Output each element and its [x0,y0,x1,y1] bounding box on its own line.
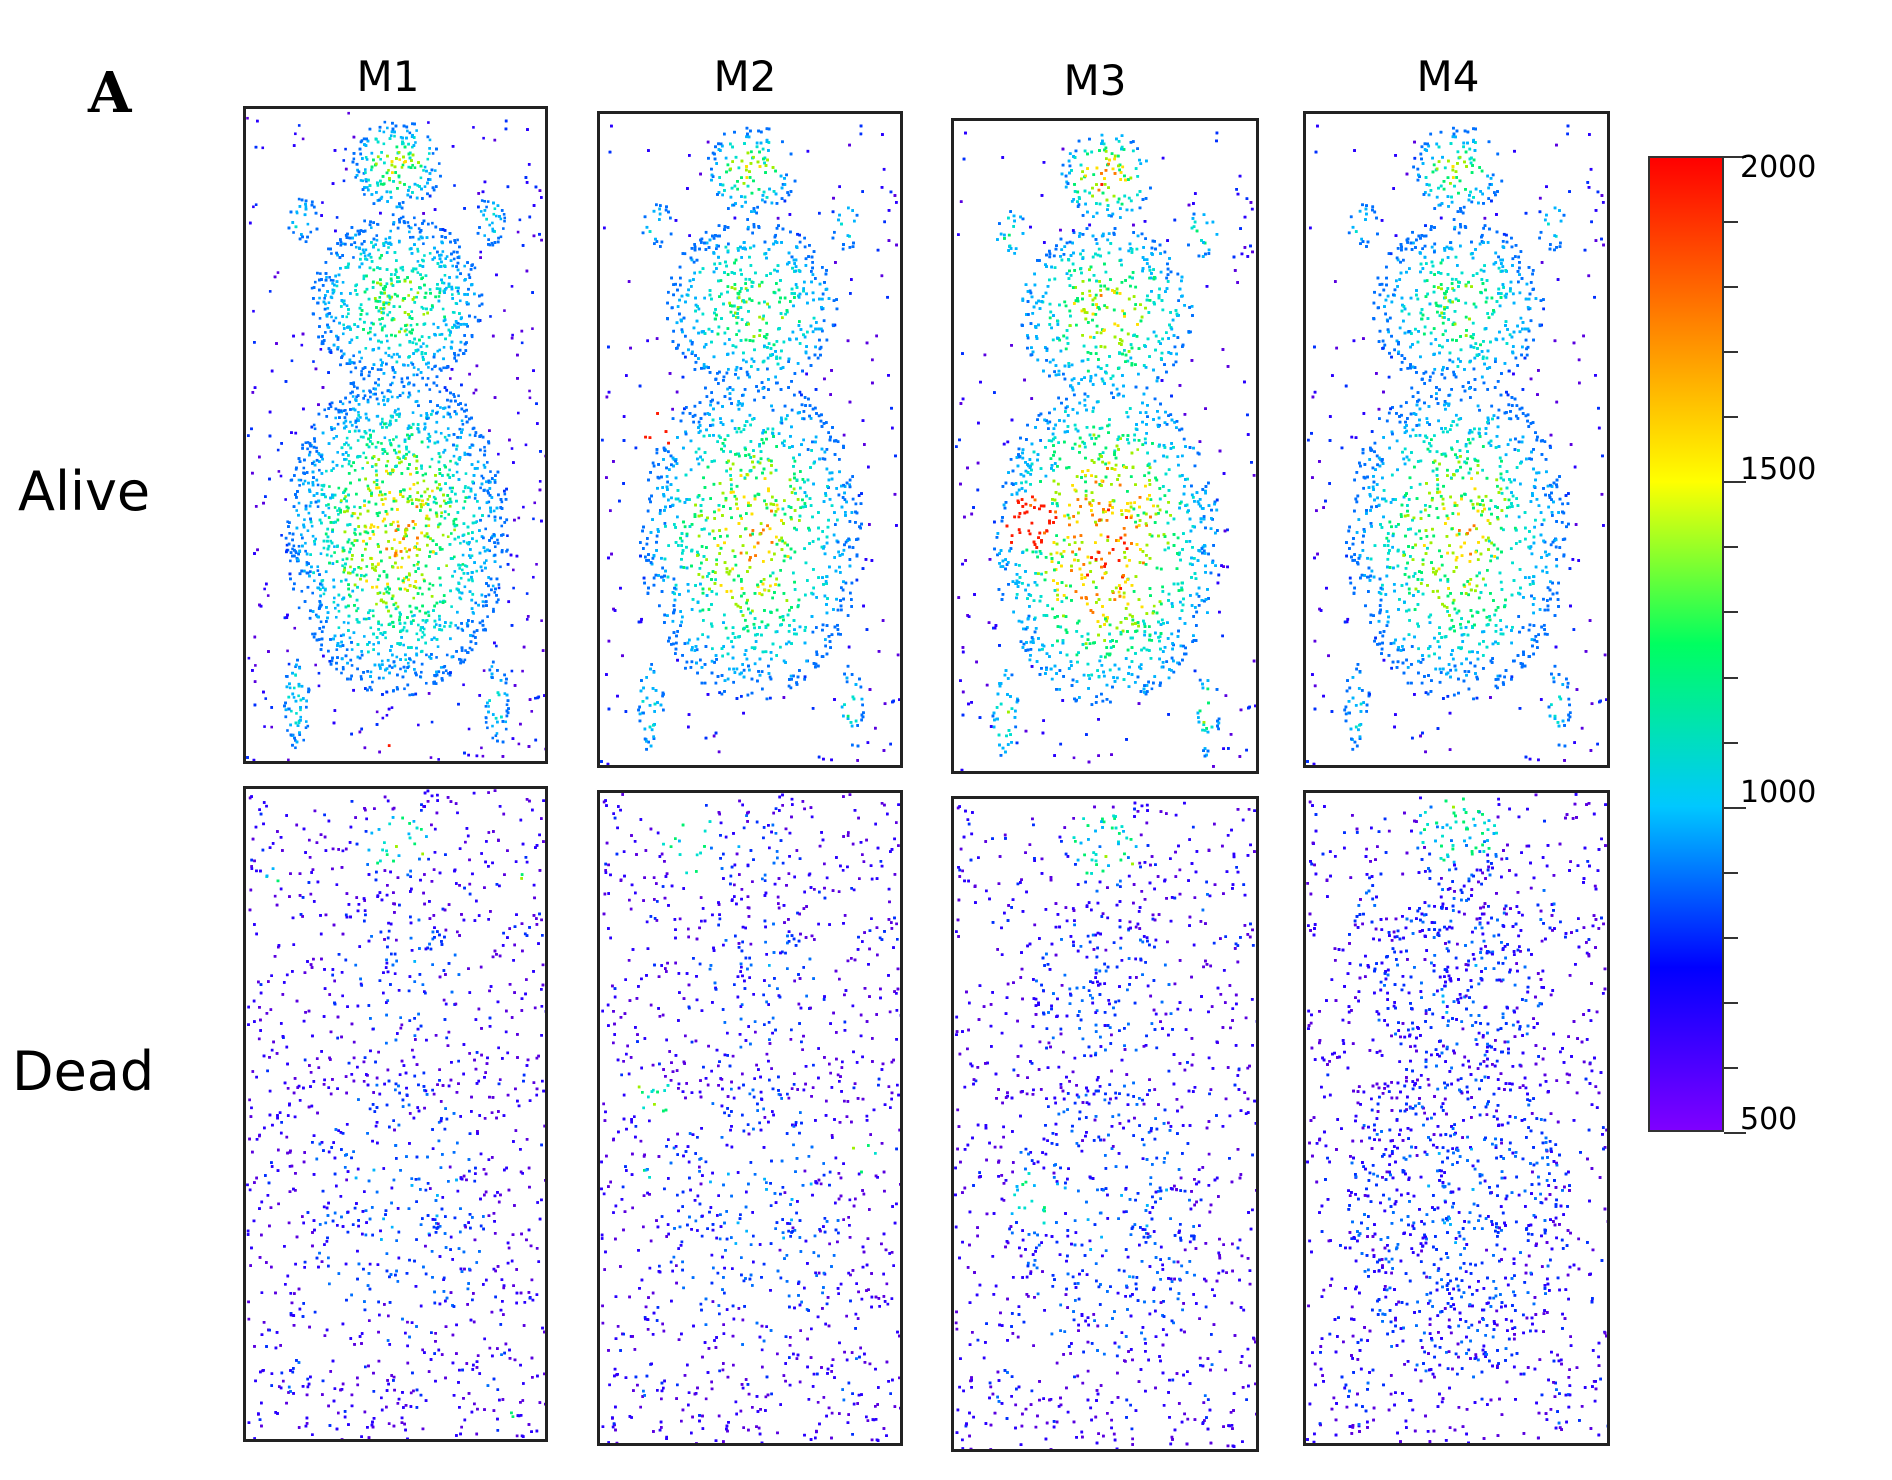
column-label-m4: M4 [1348,52,1548,101]
colorbar-label-2000: 2000 [1740,150,1816,185]
image-m4-dead [1303,790,1610,1446]
colorbar-tick [1724,416,1738,419]
image-m2-alive [597,111,903,768]
image-m1-alive [243,106,548,764]
colorbar-tick [1724,936,1738,939]
colorbar-tick [1724,286,1738,289]
heatmap-m2-dead [600,793,900,1443]
heatmap-m4-dead [1306,793,1607,1443]
image-m3-dead [951,796,1259,1452]
panel-letter: A [88,60,131,126]
colorbar-tick [1724,806,1746,809]
colorbar-tick [1724,481,1746,484]
colorbar-tick [1724,871,1738,874]
colorbar-tick [1724,351,1738,354]
image-m1-dead [243,786,548,1442]
heatmap-m3-alive [955,131,1256,771]
colorbar-tick [1724,676,1738,679]
colorbar-tick [1724,741,1738,744]
image-m2-dead [597,790,903,1446]
colorbar-tick [1724,221,1738,224]
colorbar-tick [1724,1132,1746,1134]
heatmap-m1-dead [246,789,545,1439]
colorbar-tick [1724,546,1738,549]
heatmap-m2-alive [600,124,900,765]
row-label-alive: Alive [18,460,150,523]
colorbar [1648,156,1724,1132]
colorbar-tick [1724,1001,1738,1004]
colorbar-tick [1724,156,1746,158]
column-label-m2: M2 [645,52,845,101]
row-label-dead: Dead [12,1040,154,1103]
column-label-m3: M3 [995,56,1195,105]
heatmap-m3-dead [954,801,1256,1449]
colorbar-tick [1724,1066,1738,1069]
colorbar-label-500: 500 [1740,1102,1797,1137]
image-m3-alive [951,118,1259,774]
colorbar-label-1500: 1500 [1740,452,1816,487]
colorbar-label-1000: 1000 [1740,775,1816,810]
heatmap-m1-alive [246,111,545,761]
column-label-m1: M1 [288,52,488,101]
colorbar-tick [1724,611,1738,614]
image-m4-alive [1303,111,1610,768]
heatmap-m4-alive [1306,124,1607,765]
